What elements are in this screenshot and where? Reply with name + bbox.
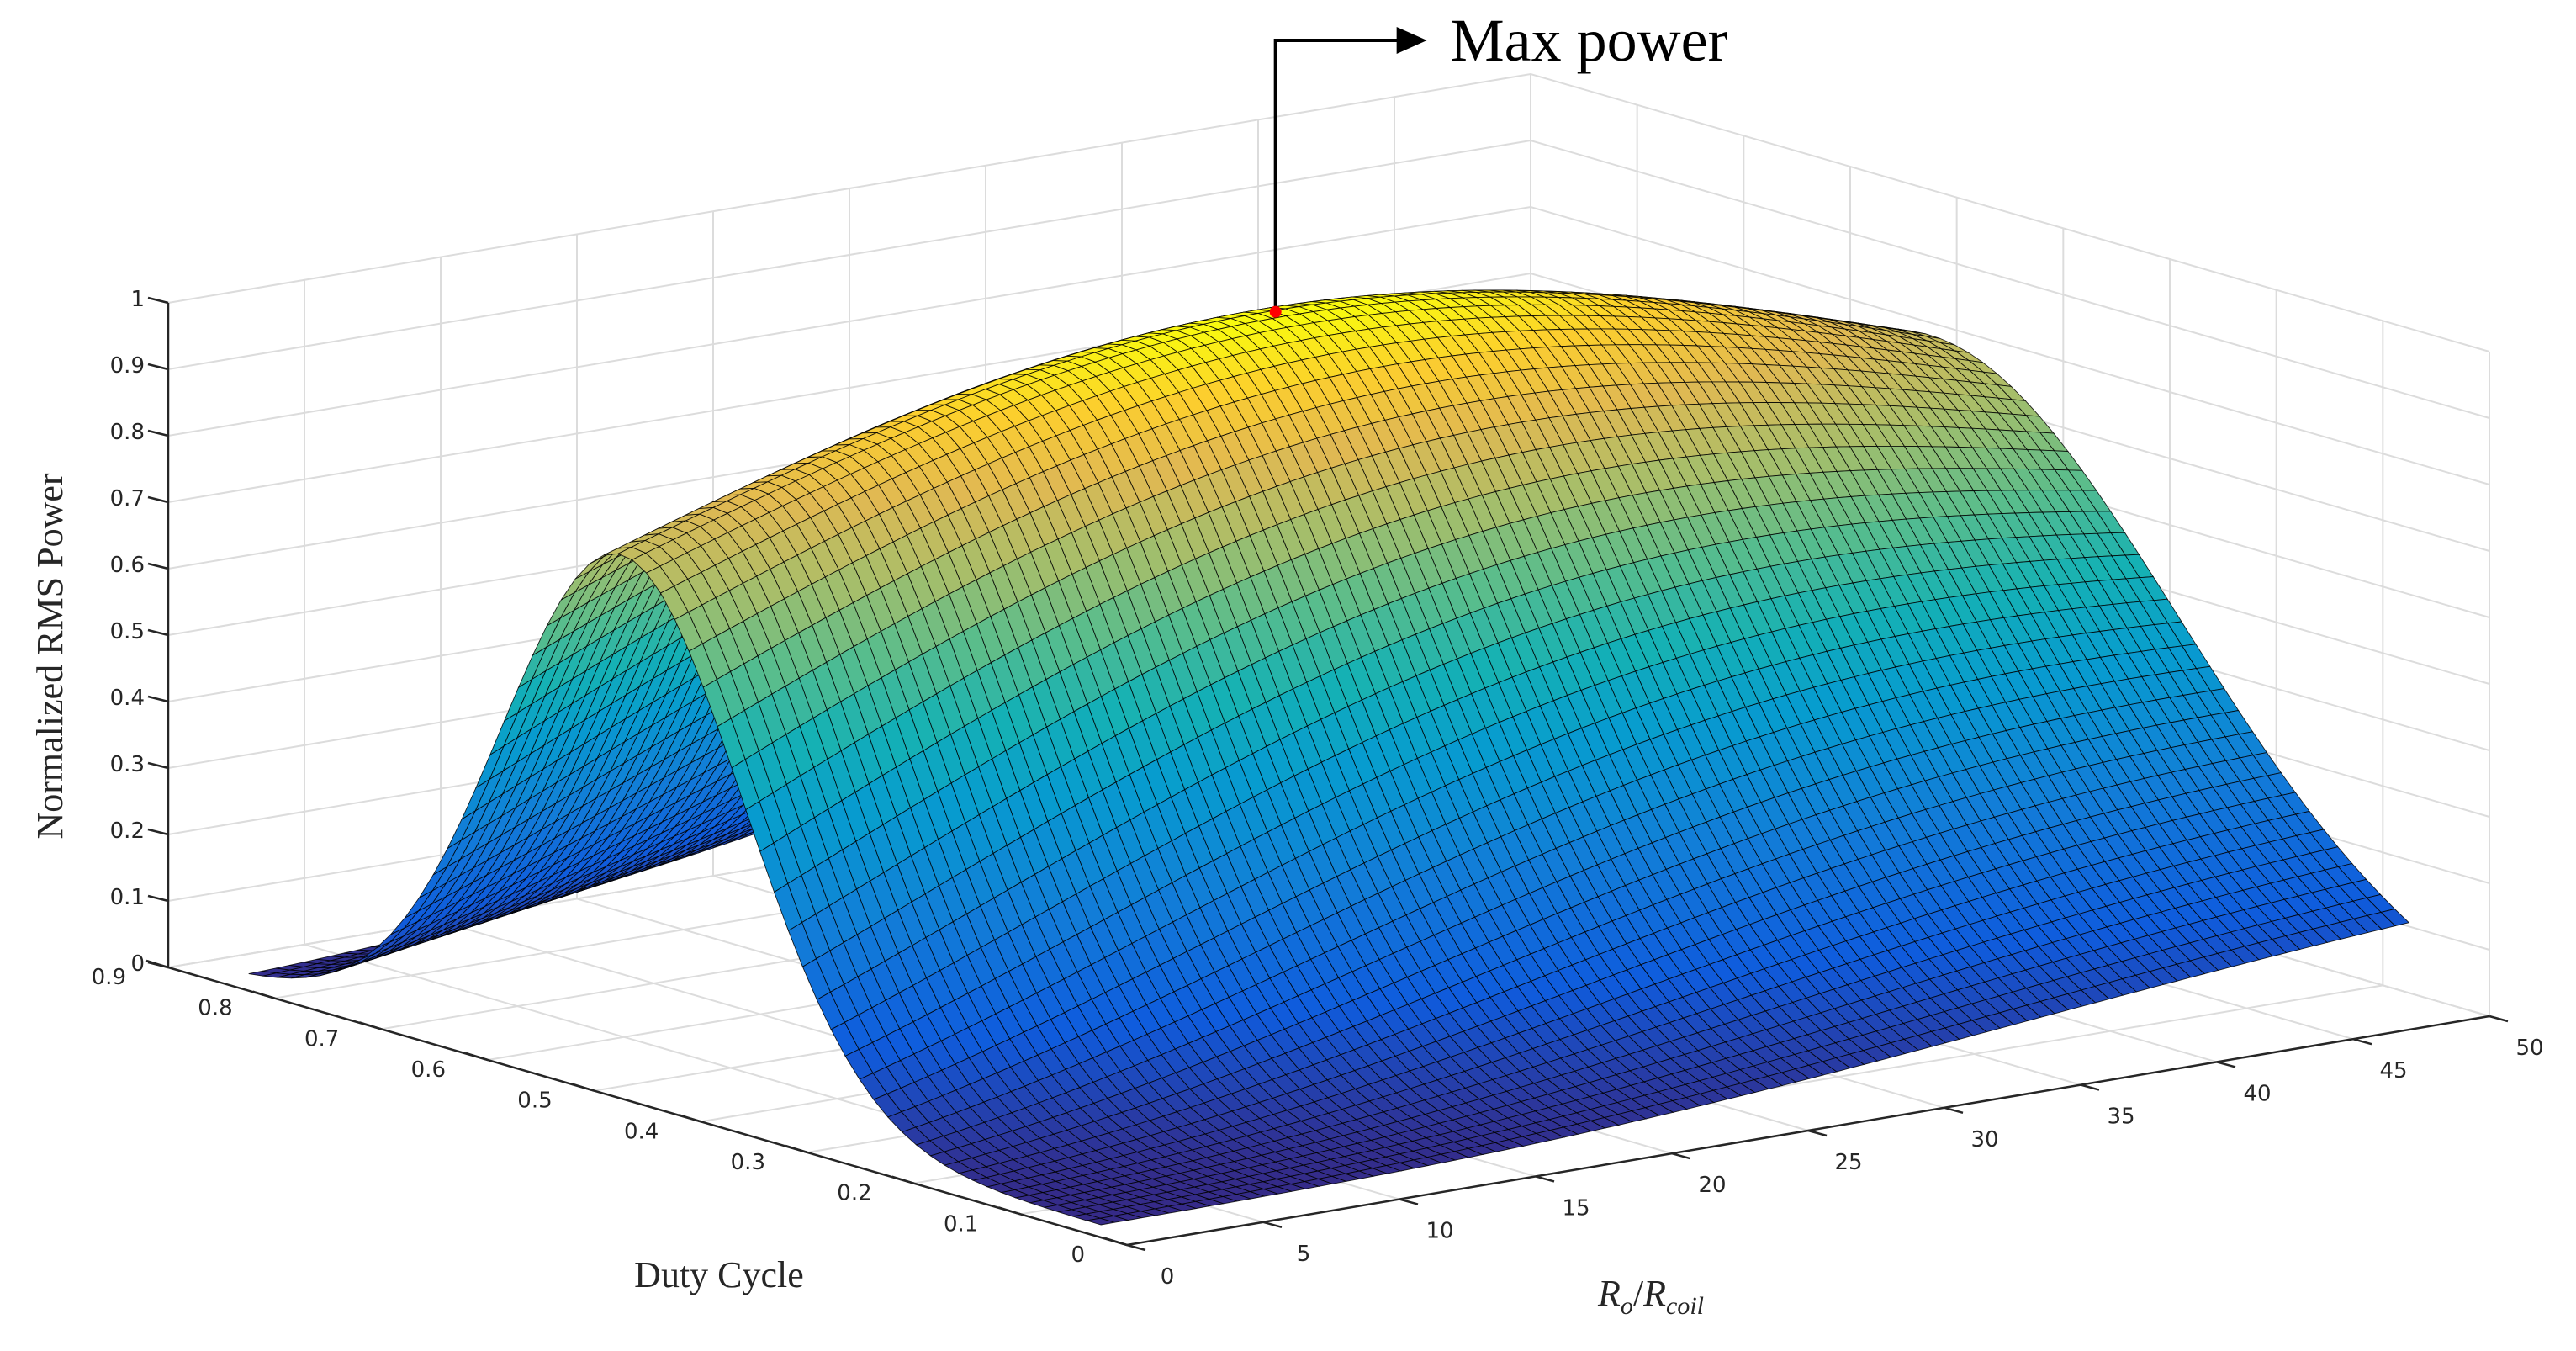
grid-line-z (167, 272, 2490, 552)
y-axis-line (167, 966, 1128, 1247)
surface-mesh (248, 289, 2410, 1226)
grid-line-z (167, 72, 2490, 352)
grid-line-z (167, 205, 2490, 485)
grid-line-z (167, 139, 2490, 419)
